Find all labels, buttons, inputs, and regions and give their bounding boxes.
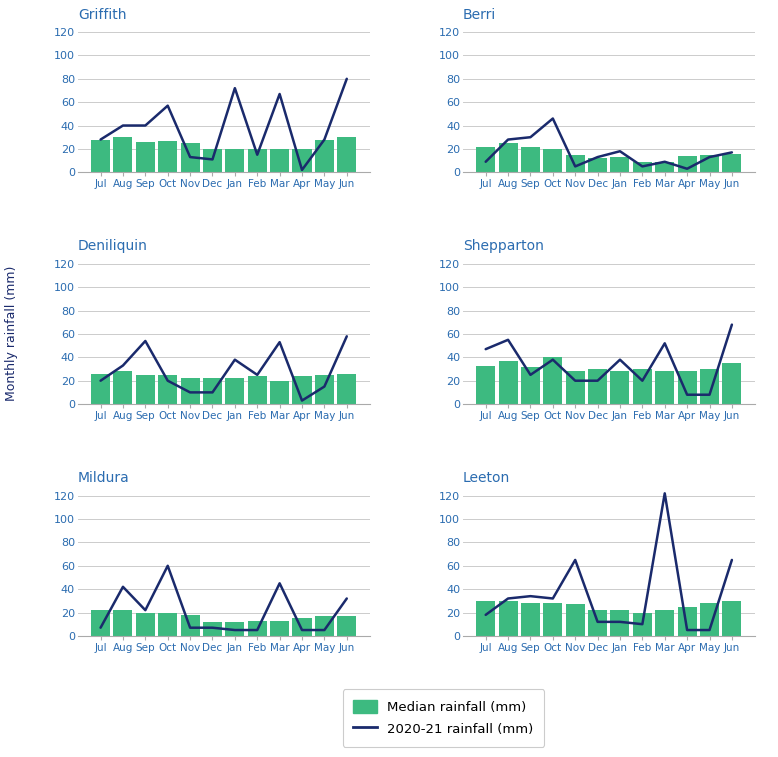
Bar: [476, 601, 495, 636]
Bar: [723, 154, 741, 173]
Bar: [700, 603, 719, 636]
Text: Monthly rainfall (mm): Monthly rainfall (mm): [5, 266, 18, 400]
Bar: [180, 615, 200, 636]
Bar: [203, 378, 222, 404]
Bar: [543, 357, 562, 404]
Bar: [247, 621, 267, 636]
Text: Berri: Berri: [463, 8, 496, 21]
Bar: [566, 154, 585, 173]
Bar: [91, 610, 110, 636]
Bar: [723, 363, 741, 404]
Bar: [226, 149, 244, 173]
Bar: [678, 372, 696, 404]
Bar: [180, 378, 200, 404]
Bar: [270, 381, 289, 404]
Bar: [588, 369, 607, 404]
Bar: [226, 378, 244, 404]
Bar: [633, 162, 652, 173]
Text: Shepparton: Shepparton: [463, 239, 544, 254]
Bar: [678, 156, 696, 173]
Bar: [315, 375, 334, 404]
Bar: [611, 157, 629, 173]
Bar: [114, 610, 132, 636]
Bar: [633, 369, 652, 404]
Bar: [723, 601, 741, 636]
Bar: [180, 143, 200, 173]
Bar: [499, 361, 517, 404]
Bar: [315, 139, 334, 173]
Text: Deniliquin: Deniliquin: [78, 239, 148, 254]
Text: Mildura: Mildura: [78, 471, 130, 485]
Bar: [588, 610, 607, 636]
Bar: [247, 376, 267, 404]
Bar: [270, 149, 289, 173]
Bar: [203, 149, 222, 173]
Bar: [543, 149, 562, 173]
Bar: [566, 372, 585, 404]
Bar: [700, 369, 719, 404]
Bar: [521, 603, 540, 636]
Bar: [655, 162, 675, 173]
Bar: [338, 374, 356, 404]
Bar: [91, 139, 110, 173]
Bar: [338, 137, 356, 173]
Bar: [588, 158, 607, 173]
Bar: [566, 604, 585, 636]
Bar: [655, 610, 675, 636]
Bar: [247, 149, 267, 173]
Bar: [114, 137, 132, 173]
Bar: [338, 616, 356, 636]
Bar: [293, 149, 311, 173]
Bar: [270, 621, 289, 636]
Text: Leeton: Leeton: [463, 471, 510, 485]
Legend: Median rainfall (mm), 2020-21 rainfall (mm): Median rainfall (mm), 2020-21 rainfall (…: [342, 689, 545, 746]
Bar: [678, 606, 696, 636]
Bar: [521, 366, 540, 404]
Bar: [136, 142, 155, 173]
Bar: [700, 154, 719, 173]
Bar: [315, 616, 334, 636]
Bar: [655, 372, 675, 404]
Bar: [611, 610, 629, 636]
Bar: [611, 372, 629, 404]
Bar: [158, 141, 177, 173]
Bar: [203, 621, 222, 636]
Bar: [293, 376, 311, 404]
Bar: [226, 621, 244, 636]
Bar: [293, 618, 311, 636]
Bar: [136, 612, 155, 636]
Bar: [476, 366, 495, 404]
Bar: [476, 147, 495, 173]
Bar: [499, 601, 517, 636]
Text: Griffith: Griffith: [78, 8, 126, 21]
Bar: [158, 612, 177, 636]
Bar: [136, 375, 155, 404]
Bar: [114, 372, 132, 404]
Bar: [543, 603, 562, 636]
Bar: [91, 374, 110, 404]
Bar: [158, 375, 177, 404]
Bar: [521, 147, 540, 173]
Bar: [499, 143, 517, 173]
Bar: [633, 612, 652, 636]
